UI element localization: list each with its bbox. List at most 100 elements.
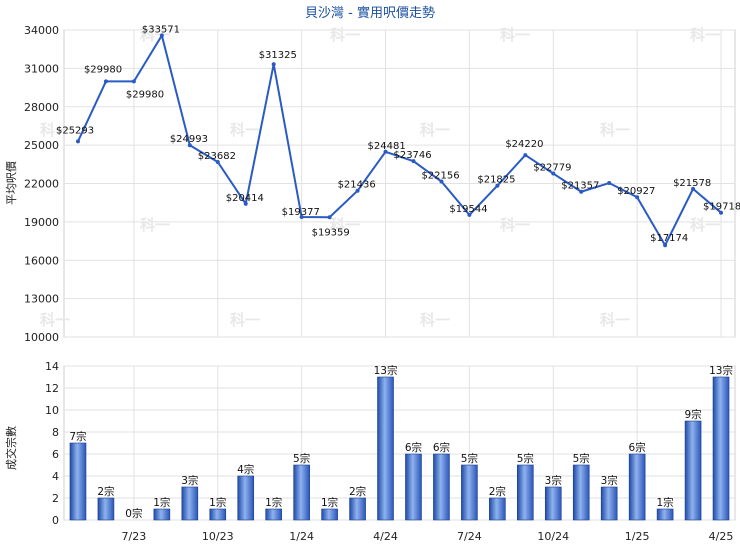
count-bar-label: 9宗 — [684, 408, 701, 421]
price-data-point — [439, 179, 444, 184]
count-bar — [517, 464, 534, 521]
price-y-tick-label: 22000 — [24, 178, 59, 191]
count-bar — [544, 486, 562, 521]
price-data-label: $20927 — [617, 186, 655, 197]
chart-title: 貝沙灣 - 實用呎價走勢 — [305, 5, 435, 21]
count-bar — [237, 475, 255, 521]
price-y-tick-label: 16000 — [24, 254, 59, 267]
count-bar-label: 13宗 — [709, 364, 733, 377]
count-bar — [684, 420, 702, 521]
price-data-label: $22779 — [533, 163, 571, 174]
count-bar — [628, 453, 646, 521]
count-bar — [600, 486, 618, 521]
count-y-axis-label: 成交宗數 — [4, 426, 18, 470]
count-bar — [209, 508, 227, 521]
price-data-label: $31325 — [259, 50, 297, 61]
price-data-point — [523, 153, 528, 158]
count-bar — [321, 508, 338, 521]
count-bar-label: 6宗 — [405, 441, 422, 454]
count-bar-label: 1宗 — [209, 496, 226, 509]
price-y-axis-label: 平均呎價 — [4, 161, 18, 205]
count-y-tick-label: 6 — [52, 448, 59, 461]
price-data-point — [271, 62, 276, 67]
count-bar-label: 1宗 — [657, 496, 674, 509]
price-data-point — [551, 171, 556, 176]
price-data-label: $33571 — [142, 24, 180, 35]
count-bar-label: 1宗 — [153, 496, 170, 509]
price-data-point — [159, 33, 164, 38]
count-bar-label: 7宗 — [69, 430, 86, 443]
count-plot-frame — [63, 365, 736, 521]
watermark-text: 科一 — [500, 216, 530, 234]
count-bar-label: 13宗 — [374, 364, 398, 377]
price-y-tick-label: 34000 — [24, 24, 59, 37]
count-bar-label: 1宗 — [265, 496, 282, 509]
x-tick-label: 10/23 — [202, 530, 234, 543]
price-data-point — [635, 195, 640, 200]
count-bar — [69, 442, 87, 521]
price-data-point — [103, 79, 108, 84]
count-y-tick-label: 12 — [45, 382, 59, 395]
price-data-point — [215, 159, 220, 164]
count-bar — [489, 497, 506, 521]
price-y-tick-label: 31000 — [24, 62, 59, 75]
count-bar — [572, 464, 590, 521]
price-data-point — [719, 210, 724, 215]
watermark-text: 科一 — [690, 216, 720, 234]
price-data-label: $22156 — [421, 171, 459, 182]
price-data-label: $24481 — [368, 141, 406, 152]
price-data-label: $29980 — [126, 89, 164, 100]
count-y-tick-label: 10 — [45, 404, 59, 417]
price-data-point — [495, 183, 500, 188]
count-bar — [377, 376, 394, 521]
count-bar-label: 2宗 — [349, 485, 366, 498]
watermark-text: 科一 — [230, 311, 260, 329]
price-y-tick-label: 10000 — [24, 331, 59, 344]
price-data-label: $20414 — [226, 193, 264, 204]
count-y-tick-label: 2 — [52, 492, 59, 505]
x-tick-label: 1/25 — [625, 530, 650, 543]
count-bar — [181, 486, 199, 521]
price-data-label: $23682 — [198, 151, 236, 162]
price-data-point — [663, 243, 668, 248]
price-y-tick-label: 19000 — [24, 216, 59, 229]
count-bar-label: 5宗 — [293, 452, 310, 465]
watermark-text: 科一 — [600, 121, 630, 139]
x-tick-label: 4/25 — [709, 530, 734, 543]
count-bar-label: 3宗 — [545, 474, 562, 487]
price-data-point — [355, 188, 360, 193]
count-bar-label: 3宗 — [601, 474, 618, 487]
x-tick-label: 7/24 — [457, 530, 482, 543]
price-y-tick-label: 25000 — [24, 139, 59, 152]
price-series-line — [77, 32, 722, 248]
watermark-text: 科一 — [690, 26, 720, 44]
count-y-tick-label: 8 — [52, 426, 59, 439]
x-tick-label: 7/23 — [122, 530, 147, 543]
watermark-text: 科一 — [40, 311, 70, 329]
count-bar — [405, 453, 422, 521]
price-data-label: $19377 — [282, 207, 320, 218]
count-bar-label: 5宗 — [461, 452, 478, 465]
price-data-label: $21578 — [673, 178, 711, 189]
price-data-label: $21436 — [338, 180, 376, 191]
count-bar-label: 6宗 — [629, 441, 646, 454]
count-bar-label: 0宗 — [125, 507, 142, 520]
x-tick-label: 4/24 — [373, 530, 398, 543]
count-bar — [293, 464, 310, 521]
price-data-point — [327, 215, 332, 220]
x-tick-label: 1/24 — [289, 530, 314, 543]
price-data-point — [579, 189, 584, 194]
price-data-point — [383, 149, 388, 154]
count-bar — [153, 508, 171, 521]
count-bar — [712, 376, 730, 521]
count-bar-label: 5宗 — [573, 452, 590, 465]
price-data-point — [411, 159, 416, 164]
watermark-text: 科一 — [140, 216, 170, 234]
price-data-label: $24993 — [170, 134, 208, 145]
count-bar — [265, 508, 282, 521]
price-data-label: $19718 — [703, 202, 740, 213]
price-data-point — [467, 212, 472, 217]
price-data-point — [607, 181, 612, 186]
price-data-label: $19544 — [449, 204, 487, 215]
